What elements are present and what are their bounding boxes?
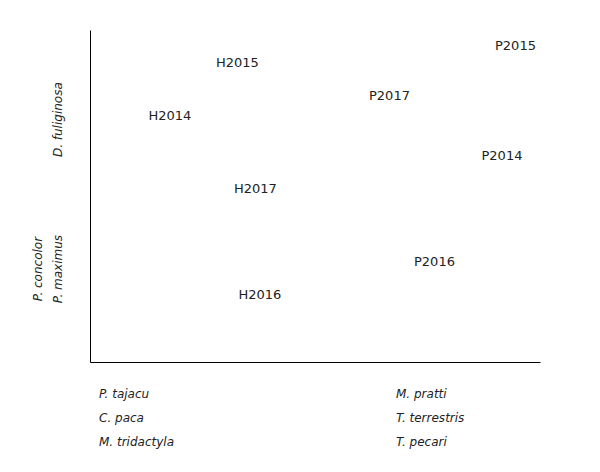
x-axis-label: P. tajacu: [99, 387, 150, 401]
x-axis: [91, 362, 541, 363]
points: H2014 H2015 H2016 H2017 P2014 P2015 P2016 P2017: [149, 38, 536, 302]
x-axis-label: T. pecari: [396, 435, 447, 449]
point-label: P2014: [482, 148, 523, 163]
point-label: H2016: [239, 287, 282, 302]
axis-line: [90, 31, 91, 363]
y-axis-label: P. concolor: [31, 236, 45, 301]
point-label: H2015: [216, 55, 259, 70]
plot-area: H2014 H2015 H2016 H2017 P2014 P2015 P2016 P2017…: [31, 31, 541, 450]
x-axis-label: C. paca: [99, 411, 144, 425]
chart: H2014 H2015 H2016 H2017 P2014 P2015 P2016 P2017…: [0, 0, 600, 472]
axis-line: [91, 362, 541, 363]
point-label: P2016: [414, 254, 455, 269]
x-axis-label: T. terrestris: [396, 411, 464, 425]
x-axis-labels: P. tajacu C. paca M. tridactyla M. pratti T.…: [99, 387, 464, 449]
point-label: H2017: [234, 181, 277, 196]
x-axis-label: M. pratti: [396, 387, 447, 401]
point-label: P2017: [369, 88, 410, 103]
point-label: H2014: [149, 108, 192, 123]
point-label: P2015: [495, 38, 536, 53]
y-axis-label: D. fuliginosa: [51, 82, 65, 157]
y-axis-label: P. maximus: [51, 235, 65, 303]
y-axis: [90, 31, 91, 363]
y-axis-labels: D. fuliginosa P. concolor P. maximus: [31, 82, 65, 303]
x-axis-label: M. tridactyla: [99, 435, 174, 449]
